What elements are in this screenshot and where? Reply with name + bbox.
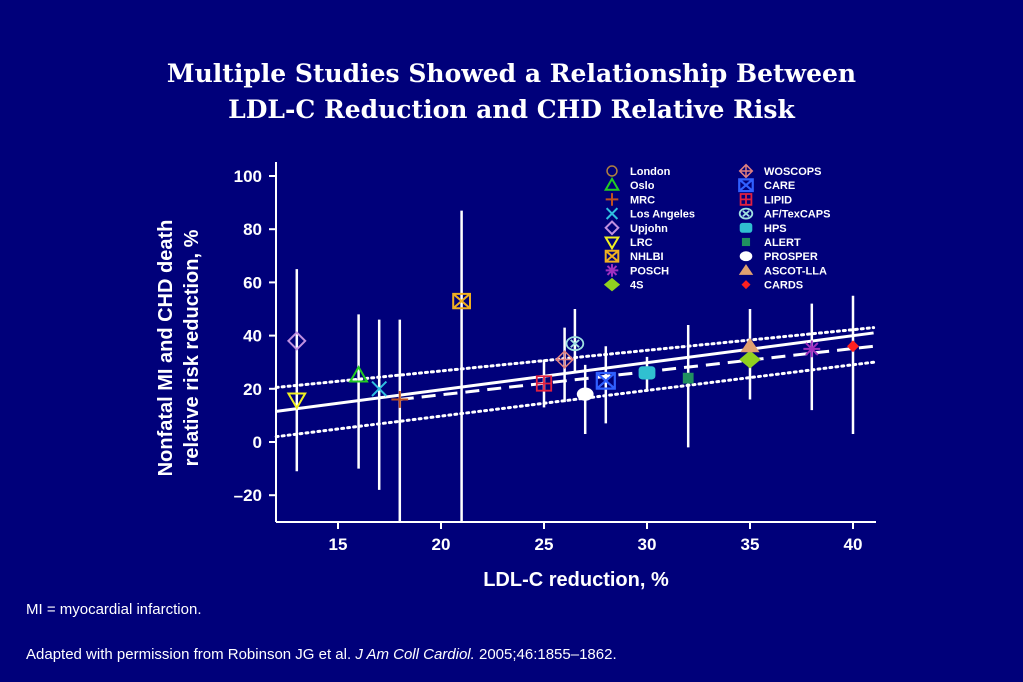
marker-ascot-lla — [740, 337, 760, 353]
y-axis-label: Nonfatal MI and CHD death relative risk … — [155, 220, 203, 477]
marker-4s — [739, 350, 761, 369]
x-tick-label-20: 20 — [432, 535, 451, 554]
legend-label-lrc: LRC — [630, 237, 653, 249]
x-tick-label-30: 30 — [638, 535, 657, 554]
marker-posch — [803, 340, 821, 358]
regression-line-dotted-lower — [274, 360, 876, 439]
title-line-2: LDL-C Reduction and CHD Relative Risk — [228, 95, 795, 124]
y-tick-label-80: 80 — [243, 220, 262, 239]
legend-marker-los-angeles — [605, 207, 619, 220]
x-tick-label-40: 40 — [844, 535, 863, 554]
legend-label-mrc: MRC — [630, 194, 655, 206]
legend-label-london: London — [630, 166, 671, 178]
legend-marker-care — [738, 178, 754, 193]
marker-mrc — [391, 391, 409, 408]
legend-marker-lipid — [739, 193, 753, 206]
y-axis-label-line-2: relative risk reduction, % — [181, 229, 203, 466]
legend-marker-london — [606, 165, 618, 177]
marker-nhlbi — [452, 292, 471, 310]
marker-cards — [847, 340, 859, 353]
legend-marker-prosper — [739, 251, 753, 262]
legend-label-cards: CARDS — [764, 280, 803, 292]
title-line-1: Multiple Studies Showed a Relationship B… — [166, 59, 857, 88]
y-tick-label-0: 0 — [253, 433, 262, 452]
legend-label-ascot-lla: ASCOT-LLA — [764, 265, 827, 277]
axes: 15 20 25 30 35 40 100 80 60 40 20 0 –20 — [234, 162, 876, 554]
marker-los-angeles — [371, 380, 388, 397]
regression-line-dotted-upper — [274, 326, 876, 389]
marker-lipid — [535, 375, 553, 392]
legend-label-care: CARE — [764, 180, 795, 192]
legend-label-prosper: PROSPER — [764, 251, 818, 263]
legend-marker-af-texcaps — [738, 207, 754, 220]
footnote: MI = myocardial infarction. — [26, 601, 202, 618]
legend-marker-cards — [741, 280, 751, 290]
legend-label-posch: POSCH — [630, 265, 669, 277]
marker-care — [595, 371, 616, 390]
legend-marker-alert — [741, 237, 751, 247]
regression-line-dashed — [399, 344, 874, 401]
legend-marker-4s — [603, 277, 621, 292]
data-markers — [286, 292, 859, 410]
slide-title: Multiple Studies Showed a Relationship B… — [0, 56, 1023, 128]
citation-journal: J Am Coll Cardiol. — [355, 646, 475, 663]
legend-label-oslo: Oslo — [630, 180, 655, 192]
legend-label-4s: 4S — [630, 280, 643, 292]
marker-oslo — [348, 365, 369, 383]
legend-label-lipid: LIPID — [764, 194, 792, 206]
y-tick-label-100: 100 — [234, 167, 262, 186]
x-tick-label-25: 25 — [535, 535, 554, 554]
legend-marker-nhlbi — [604, 249, 620, 263]
y-tick-label-40: 40 — [243, 327, 262, 346]
legend-marker-mrc — [605, 193, 619, 206]
legend-label-hps: HPS — [764, 223, 787, 235]
legend-marker-woscops — [738, 163, 754, 179]
citation: Adapted with permission from Robinson JG… — [26, 646, 617, 663]
marker-alert — [682, 372, 694, 384]
x-tick-label-15: 15 — [329, 535, 348, 554]
y-axis-label-line-1: Nonfatal MI and CHD death — [155, 220, 177, 477]
legend-label-nhlbi: NHLBI — [630, 251, 664, 263]
marker-woscops — [555, 350, 575, 370]
citation-suffix: 2005;46:1855–1862. — [474, 646, 617, 663]
regression-line-solid — [276, 331, 874, 413]
y-tick-label-20: 20 — [243, 380, 262, 399]
citation-prefix: Adapted with permission from Robinson JG… — [26, 646, 356, 663]
legend-marker-oslo — [603, 176, 621, 191]
legend-marker-lrc — [603, 236, 621, 251]
marker-lrc — [286, 392, 307, 410]
legend-label-los-angeles: Los Angeles — [630, 209, 695, 221]
legend-label-woscops: WOSCOPS — [764, 166, 821, 178]
marker-af-texcaps — [565, 336, 585, 352]
y-tick-label-60: 60 — [243, 273, 262, 292]
regression-lines — [274, 326, 876, 439]
legend-marker-ascot-lla — [738, 264, 754, 275]
legend: London Oslo MRC Los Angeles Upjohn LRC NHLBI PO… — [603, 163, 830, 292]
legend-label-upjohn: Upjohn — [630, 223, 668, 235]
legend-label-alert: ALERT — [764, 237, 801, 249]
marker-hps — [638, 366, 656, 380]
x-tick-label-35: 35 — [741, 535, 760, 554]
legend-marker-upjohn — [604, 220, 620, 236]
y-tick-label--20: –20 — [234, 486, 262, 505]
x-axis-label: LDL-C reduction, % — [483, 569, 669, 591]
legend-marker-posch — [605, 264, 619, 277]
marker-prosper — [576, 387, 594, 401]
marker-upjohn — [286, 331, 307, 351]
legend-marker-hps — [739, 222, 753, 233]
legend-label-af-texcaps: AF/TexCAPS — [764, 209, 830, 221]
